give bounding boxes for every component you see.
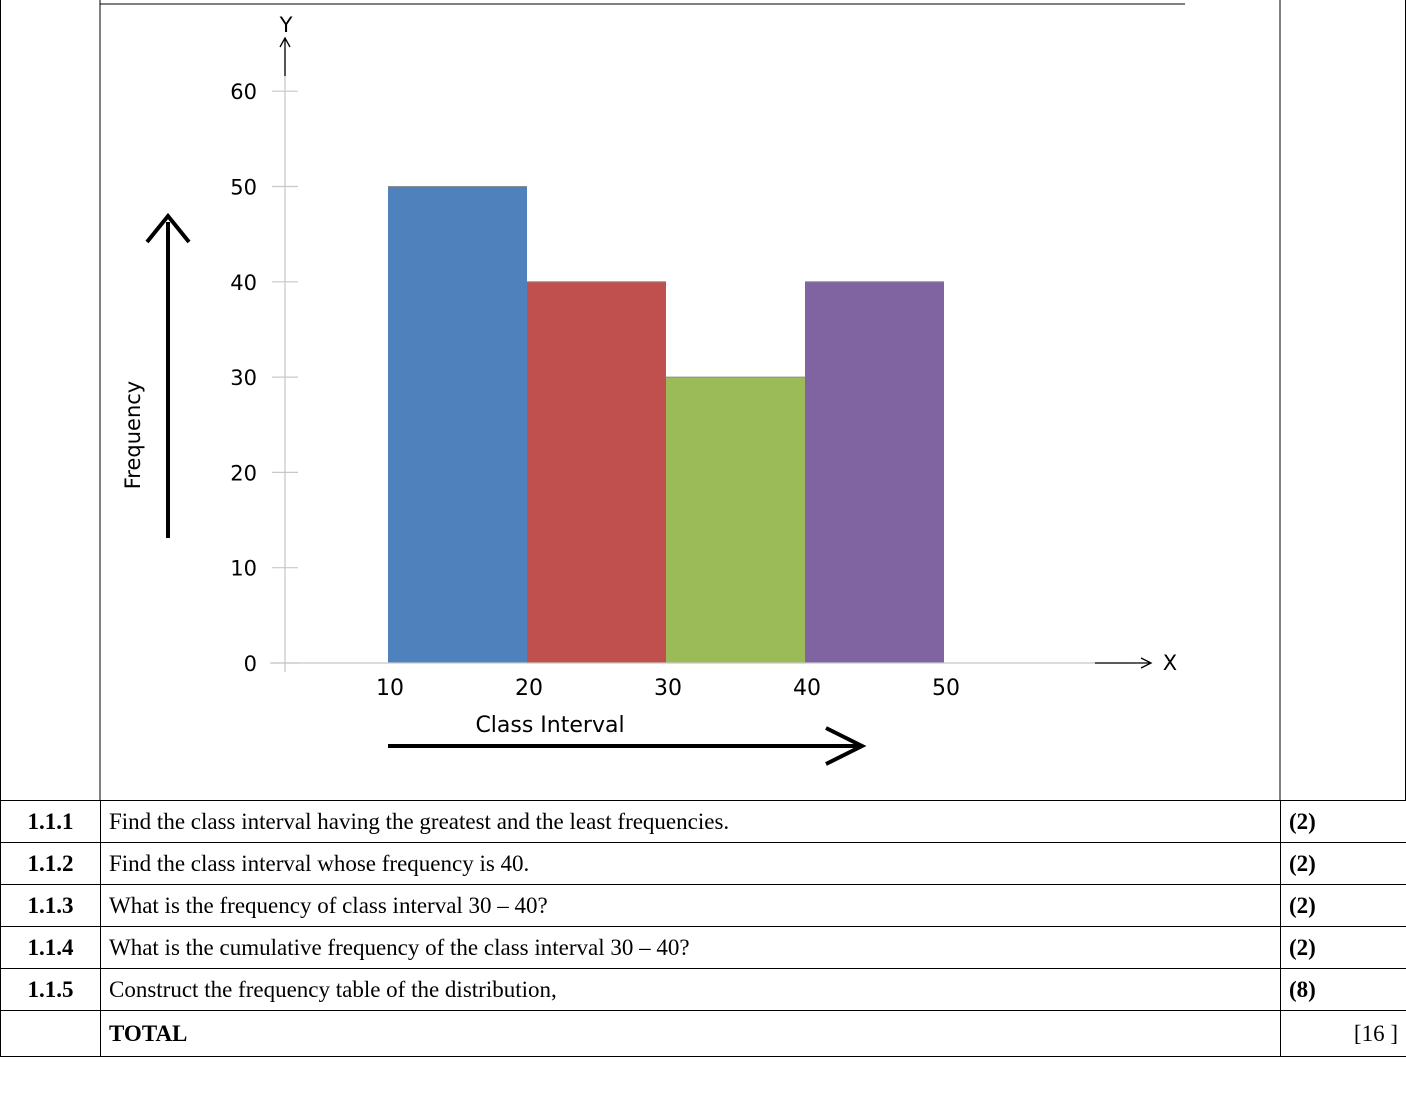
x-tick-group: 10 20 30 40 50 [376, 676, 960, 701]
x-label-arrowhead [825, 726, 867, 766]
bar-40-50 [805, 281, 944, 663]
y-tick-label: 30 [230, 366, 257, 390]
y-label-arrowhead [145, 212, 191, 244]
y-axis-letter: Y [279, 13, 293, 37]
y-tick-label: 40 [230, 271, 257, 295]
total-label: TOTAL [100, 1010, 1281, 1057]
question-marks: (2) [1280, 926, 1406, 969]
chart-cell: 0 10 20 30 40 50 60 10 20 30 40 50 Y X Frequency C… [0, 0, 1406, 800]
question-marks: (8) [1280, 968, 1406, 1011]
y-tick-label: 50 [230, 176, 257, 200]
question-row: 1.1.1 Find the class interval having the… [0, 800, 1406, 843]
question-text: Construct the frequency table of the dis… [100, 968, 1281, 1011]
total-row: TOTAL [16 ] [0, 1010, 1406, 1057]
question-number: 1.1.2 [0, 842, 101, 885]
y-tick-group: 0 10 20 30 40 50 60 [230, 80, 298, 676]
x-tick-label: 50 [932, 676, 960, 701]
bar-30-40 [666, 377, 805, 663]
bars-group [388, 186, 944, 663]
x-tick-label: 30 [654, 676, 682, 701]
question-number: 1.1.1 [0, 800, 101, 843]
question-marks: (2) [1280, 842, 1406, 885]
y-tick-label: 10 [230, 557, 257, 581]
question-text: What is the frequency of class interval … [100, 884, 1281, 927]
question-text: Find the class interval whose frequency … [100, 842, 1281, 885]
question-row: 1.1.3 What is the frequency of class int… [0, 884, 1406, 927]
y-tick-label: 0 [244, 652, 257, 676]
bar-10-20 [388, 186, 527, 663]
x-tick-label: 20 [515, 676, 543, 701]
x-axis-arrowhead [1140, 657, 1153, 669]
bar-20-30 [527, 281, 666, 663]
histogram-chart: 0 10 20 30 40 50 60 10 20 30 40 50 Y X Frequency C… [0, 0, 1406, 800]
y-axis-label: Frequency [121, 381, 145, 490]
x-tick-label: 40 [793, 676, 821, 701]
x-axis-letter: X [1163, 651, 1177, 675]
question-marks: (2) [1280, 800, 1406, 843]
question-text: Find the class interval having the great… [100, 800, 1281, 843]
question-row: 1.1.2 Find the class interval whose freq… [0, 842, 1406, 885]
total-value: [16 ] [1280, 1010, 1406, 1057]
x-axis-label: Class Interval [475, 713, 624, 738]
question-number: 1.1.4 [0, 926, 101, 969]
question-text: What is the cumulative frequency of the … [100, 926, 1281, 969]
y-tick-label: 60 [230, 80, 257, 104]
x-tick-label: 10 [376, 676, 404, 701]
question-marks: (2) [1280, 884, 1406, 927]
question-number: 1.1.3 [0, 884, 101, 927]
question-row: 1.1.5 Construct the frequency table of t… [0, 968, 1406, 1011]
y-tick-label: 20 [230, 461, 257, 485]
question-number: 1.1.5 [0, 968, 101, 1011]
question-row: 1.1.4 What is the cumulative frequency o… [0, 926, 1406, 969]
questions-table: 1.1.1 Find the class interval having the… [0, 800, 1406, 1057]
total-number-cell [0, 1010, 101, 1057]
